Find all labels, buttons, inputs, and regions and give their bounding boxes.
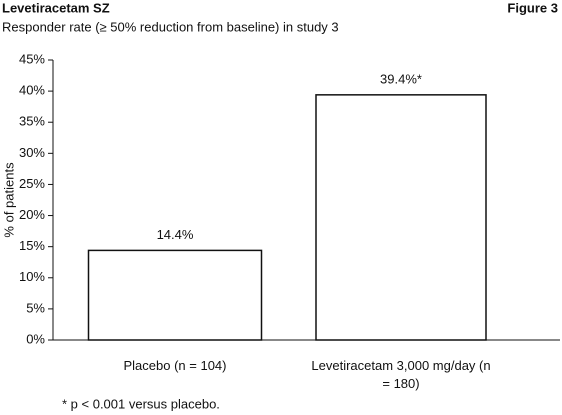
bar: [315, 94, 487, 341]
y-axis-label: % of patients: [1, 162, 16, 238]
y-tick-label: 35%: [19, 114, 45, 129]
value-label: 39.4%*: [380, 71, 422, 86]
y-tick-label: 45%: [19, 51, 45, 66]
x-tick-label: Levetiracetam 3,000 mg/day (n = 180): [311, 358, 491, 391]
y-tick-label: 20%: [19, 207, 45, 222]
y-tick-label: 30%: [19, 145, 45, 160]
y-tick-label: 15%: [19, 238, 45, 253]
footnote: * p < 0.001 versus placebo.: [62, 396, 220, 411]
y-tick-label: 40%: [19, 83, 45, 98]
value-label: 14.4%: [157, 227, 194, 242]
y-tick-label: 5%: [26, 300, 45, 315]
chart-title: Levetiracetam SZ: [2, 0, 110, 15]
chart-subtitle: Responder rate (≥ 50% reduction from bas…: [2, 19, 339, 34]
x-tick-label: Placebo (n = 104): [123, 358, 227, 373]
y-tick-label: 10%: [19, 269, 45, 284]
bar: [87, 249, 263, 341]
y-tick-label: 25%: [19, 176, 45, 191]
figure-label: Figure 3: [507, 0, 558, 15]
y-tick-label: 0%: [26, 331, 45, 346]
